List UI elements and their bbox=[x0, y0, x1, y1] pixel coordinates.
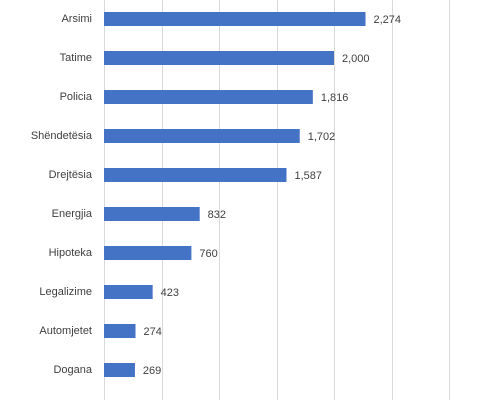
bar bbox=[104, 246, 192, 260]
data-label: 423 bbox=[161, 287, 179, 299]
data-label: 832 bbox=[208, 209, 226, 221]
bar bbox=[104, 285, 153, 299]
y-tick-label: Drejtësia bbox=[49, 169, 93, 181]
data-label: 269 bbox=[143, 365, 161, 377]
y-tick-label: Legalizime bbox=[39, 286, 92, 298]
bar bbox=[104, 90, 313, 104]
y-tick-label: Hipoteka bbox=[49, 247, 93, 259]
data-label: 2,274 bbox=[374, 14, 402, 26]
y-tick-label: Energjia bbox=[52, 208, 93, 220]
data-label: 2,000 bbox=[342, 53, 370, 65]
y-tick-label: Tatime bbox=[60, 52, 92, 64]
bar bbox=[104, 129, 300, 143]
bar bbox=[104, 51, 334, 65]
data-label: 274 bbox=[144, 326, 162, 338]
y-tick-label: Policia bbox=[60, 91, 93, 103]
data-label: 1,587 bbox=[295, 170, 323, 182]
data-label: 1,702 bbox=[308, 131, 336, 143]
data-label: 1,816 bbox=[321, 92, 349, 104]
y-tick-label: Automjetet bbox=[39, 325, 92, 337]
y-tick-label: Dogana bbox=[53, 364, 92, 376]
y-tick-label: Shëndetësia bbox=[31, 130, 93, 142]
y-tick-label: Arsimi bbox=[61, 13, 92, 25]
bar bbox=[104, 324, 136, 338]
bar bbox=[104, 12, 366, 26]
bar bbox=[104, 363, 135, 377]
bar bbox=[104, 207, 200, 221]
data-label: 760 bbox=[199, 248, 217, 260]
bar bbox=[104, 168, 287, 182]
